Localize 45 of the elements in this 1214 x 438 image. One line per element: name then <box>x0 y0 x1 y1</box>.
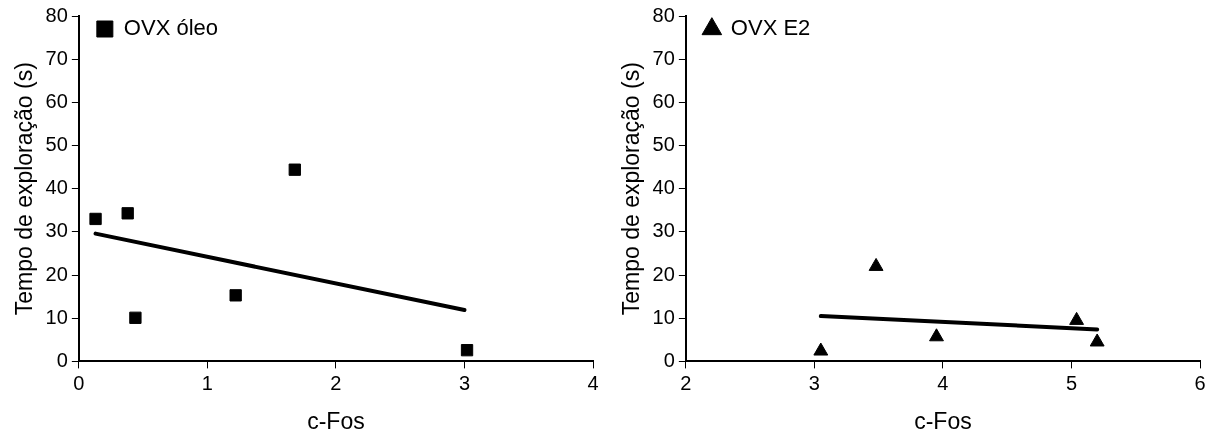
x-tick-label: 1 <box>201 371 213 394</box>
y-tick-label: 20 <box>45 262 68 285</box>
y-axis-title: Tempo de exploração (s) <box>11 62 38 316</box>
point <box>868 257 884 271</box>
point <box>129 311 142 324</box>
y-tick-label: 20 <box>652 262 675 285</box>
y-tick-label: 50 <box>45 133 68 156</box>
y-tick-label: 30 <box>45 219 68 242</box>
x-axis-title: c-Fos <box>307 407 365 434</box>
y-axis-title: Tempo de exploração (s) <box>618 62 645 316</box>
y-tick-label: 10 <box>45 305 68 328</box>
x-tick-label: 5 <box>1065 371 1078 394</box>
legend-label: OVX E2 <box>730 15 811 41</box>
y-tick-label: 40 <box>652 176 675 199</box>
x-tick-label: 3 <box>808 371 820 394</box>
y-tick-label: 80 <box>45 3 68 26</box>
y-tick-label: 70 <box>45 46 68 69</box>
point <box>813 342 829 356</box>
x-tick-label: 2 <box>680 371 692 394</box>
x-tick-label: 0 <box>73 371 85 394</box>
y-tick-label: 70 <box>652 46 675 69</box>
y-tick-label: 0 <box>56 348 68 371</box>
y-tick-label: 60 <box>45 89 68 112</box>
point <box>460 344 474 357</box>
point <box>288 163 301 176</box>
point <box>1089 333 1105 347</box>
x-tick-label: 4 <box>587 371 599 394</box>
point <box>929 328 944 342</box>
x-tick-label: 4 <box>937 371 949 394</box>
y-tick-label: 80 <box>652 3 675 26</box>
x-tick-label: 3 <box>458 371 471 394</box>
y-tick-label: 60 <box>652 89 675 112</box>
point <box>1069 311 1085 325</box>
y-tick-label: 50 <box>652 133 675 156</box>
y-tick-label: 40 <box>45 176 68 199</box>
x-tick-label: 2 <box>330 371 342 394</box>
y-tick-label: 10 <box>652 305 675 328</box>
point <box>89 212 102 226</box>
x-tick-label: 6 <box>1194 371 1206 394</box>
x-axis-title: c-Fos <box>914 407 972 434</box>
point <box>229 289 242 302</box>
point <box>121 207 134 220</box>
legend-label: OVX óleo <box>123 15 219 41</box>
y-tick-label: 30 <box>652 219 675 242</box>
y-tick-label: 0 <box>663 348 675 371</box>
